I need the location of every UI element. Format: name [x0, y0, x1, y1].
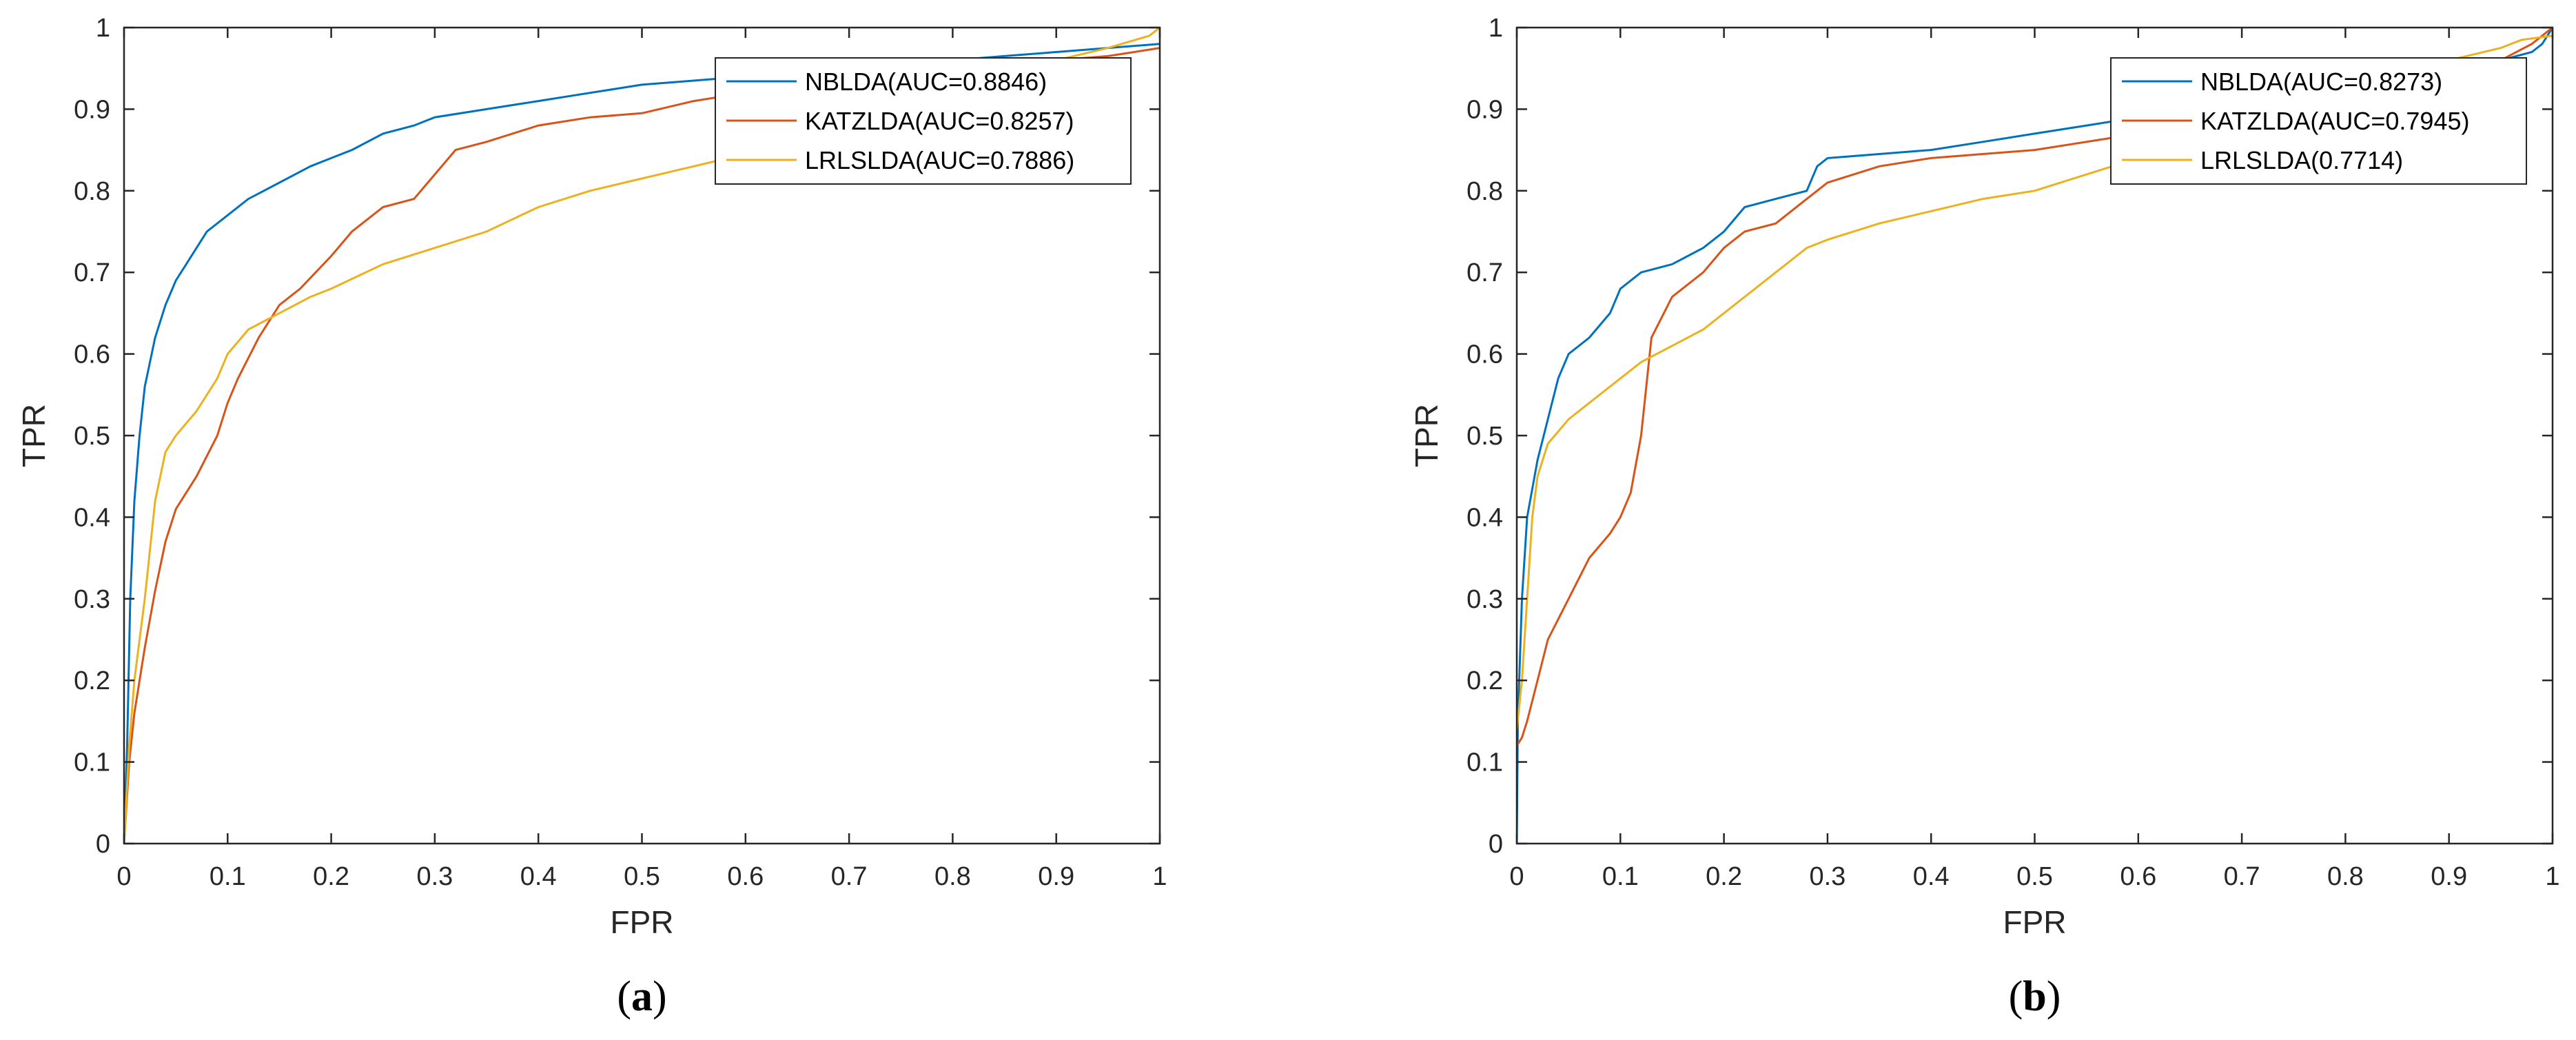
y-axis-title: TPR [1409, 404, 1444, 467]
x-tick-label: 0.8 [934, 862, 971, 891]
x-tick-label: 0.4 [1913, 862, 1950, 891]
x-tick-label: 0.1 [209, 862, 246, 891]
legend: NBLDA(AUC=0.8846) KATZLDA(AUC=0.8257) LRLS… [715, 57, 1132, 185]
x-tick-label: 1 [2545, 862, 2559, 891]
x-tick-label: 0.7 [831, 862, 868, 891]
panel-label-open-paren: ( [2009, 973, 2023, 1020]
y-tick-label: 0.4 [74, 503, 110, 532]
x-tick-label: 0.6 [2120, 862, 2156, 891]
legend-label-3: LRLSLDA(0.7714) [2200, 146, 2403, 174]
legend-label-2: KATZLDA(AUC=0.7945) [2200, 107, 2469, 135]
x-axis-title: FPR [2003, 904, 2067, 940]
x-tick-label: 0.5 [624, 862, 660, 891]
x-tick-label: 0.4 [520, 862, 557, 891]
panel-label-close-paren: ) [2047, 973, 2061, 1020]
y-tick-label: 0 [96, 830, 110, 859]
y-tick-label: 0.7 [74, 258, 110, 287]
legend: NBLDA(AUC=0.8273) KATZLDA(AUC=0.7945) LRLS… [2110, 57, 2527, 185]
y-tick-label: 0.5 [74, 422, 110, 451]
x-tick-label: 1 [1152, 862, 1167, 891]
x-tick-label: 0 [1509, 862, 1524, 891]
y-tick-label: 0.7 [1466, 258, 1503, 287]
y-tick-label: 0.2 [1466, 666, 1503, 695]
y-tick-label: 0.6 [74, 340, 110, 369]
y-tick-label: 0.9 [74, 95, 110, 124]
chart-panel-a: 0 0.1 0.2 0.3 0.4 0.5 0.6 0.7 0.8 0.9 1 0 0.1 0.2 0.3 0… [16, 14, 1167, 1020]
x-tick-label: 0 [116, 862, 131, 891]
x-tick-label: 0.1 [1602, 862, 1639, 891]
x-tick-label: 0.6 [727, 862, 764, 891]
legend-label-3: LRLSLDA(AUC=0.7886) [805, 146, 1074, 174]
y-tick-label: 0.1 [1466, 748, 1503, 777]
y-tick-label: 0.4 [1466, 503, 1503, 532]
y-tick-label: 0.5 [1466, 422, 1503, 451]
y-tick-label: 0.6 [1466, 340, 1503, 369]
x-tick-label: 0.3 [1809, 862, 1846, 891]
x-tick-label: 0.7 [2224, 862, 2260, 891]
y-tick-label: 0 [1489, 830, 1503, 859]
y-tick-label: 0.8 [74, 177, 110, 206]
x-tick-label: 0.9 [2431, 862, 2467, 891]
y-tick-label: 1 [96, 14, 110, 43]
panel-label-letter: b [2023, 973, 2046, 1020]
panel-label-letter: a [631, 973, 653, 1020]
panel-label-open-paren: ( [617, 973, 631, 1020]
panel-label: (b) [2009, 973, 2061, 1020]
x-tick-label: 0.2 [313, 862, 349, 891]
x-tick-label: 0.8 [2327, 862, 2364, 891]
legend-label-1: NBLDA(AUC=0.8846) [805, 68, 1047, 96]
x-axis-title: FPR [611, 904, 674, 940]
x-tick-label: 0.3 [416, 862, 453, 891]
legend-label-2: KATZLDA(AUC=0.8257) [805, 107, 1074, 135]
y-axis-title: TPR [16, 404, 52, 467]
x-tick-label: 0.5 [2016, 862, 2053, 891]
y-tick-label: 0.2 [74, 666, 110, 695]
y-tick-label: 0.8 [1466, 177, 1503, 206]
y-tick-label: 0.1 [74, 748, 110, 777]
x-tick-label: 0.2 [1706, 862, 1742, 891]
legend-label-1: NBLDA(AUC=0.8273) [2200, 68, 2442, 96]
panel-label-close-paren: ) [653, 973, 667, 1020]
y-tick-label: 0.9 [1466, 95, 1503, 124]
y-tick-label: 0.3 [1466, 585, 1503, 614]
panel-label: (a) [617, 973, 666, 1020]
x-tick-label: 0.9 [1038, 862, 1074, 891]
y-tick-label: 0.3 [74, 585, 110, 614]
chart-panel-b: 0 0.1 0.2 0.3 0.4 0.5 0.6 0.7 0.8 0.9 1 0 0.1 0.2 0.3 0… [1409, 14, 2560, 1020]
y-tick-label: 1 [1489, 14, 1503, 43]
